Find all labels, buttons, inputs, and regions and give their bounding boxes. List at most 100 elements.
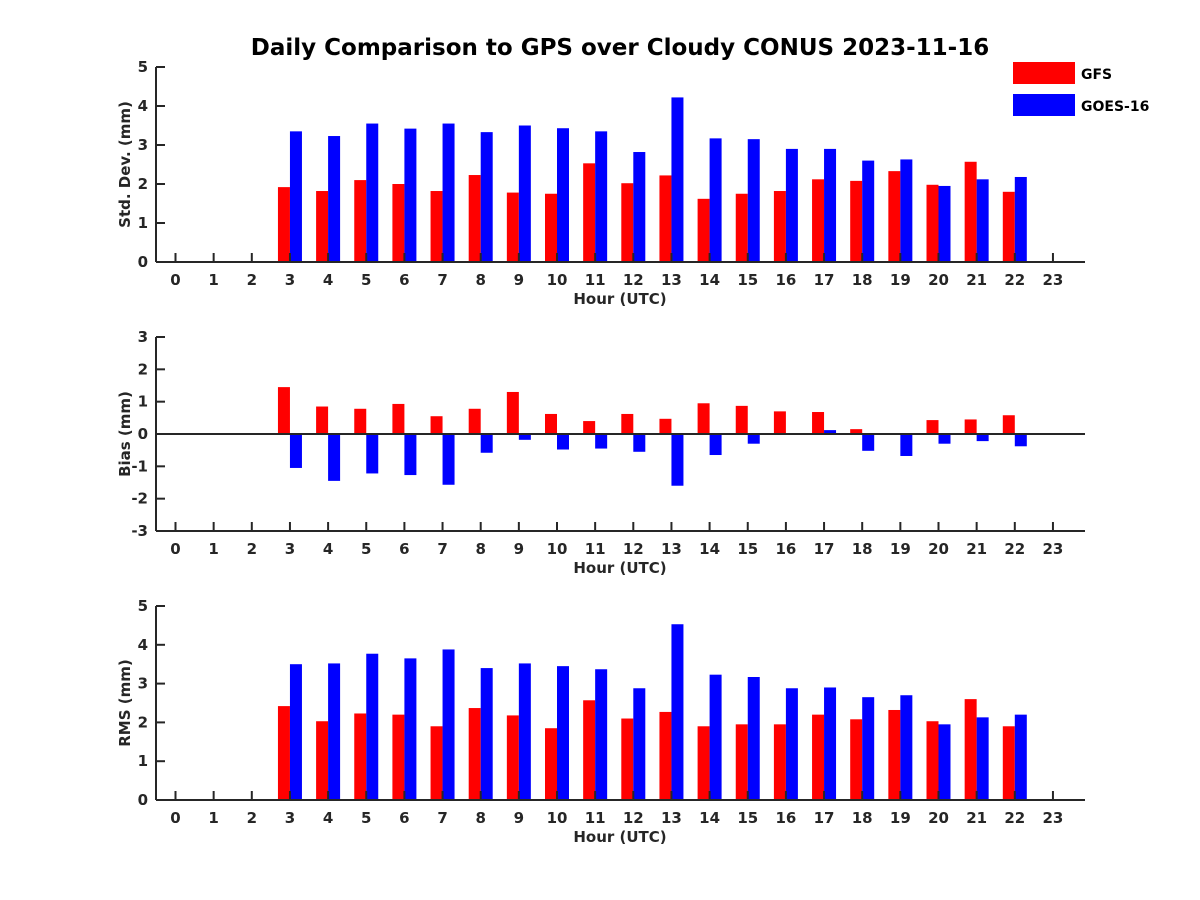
std-dev-bar-gfs-h3 <box>277 187 290 262</box>
legend-label-goes16: GOES-16 <box>1081 99 1149 115</box>
std-dev-xtick-label: 5 <box>361 271 371 289</box>
bias-bar-gfs-h5 <box>354 408 367 434</box>
rms-ylabel: RMS (mm) <box>116 659 134 746</box>
std-dev-bar-gfs-h16 <box>773 191 786 262</box>
bias-ytick-label: 0 <box>138 425 148 443</box>
rms-ytick-label: 0 <box>138 791 148 809</box>
bias-xtick-label: 12 <box>623 540 644 558</box>
rms-xtick-label: 2 <box>247 809 257 827</box>
bias-ylabel: Bias (mm) <box>116 391 134 477</box>
bias-xtick-label: 16 <box>775 540 796 558</box>
std-dev-xtick-label: 19 <box>890 271 911 289</box>
rms-xtick-label: 8 <box>475 809 485 827</box>
std-dev-bar-gfs-h6 <box>392 184 405 262</box>
bias-xtick-label: 22 <box>1004 540 1025 558</box>
std-dev-xlabel: Hour (UTC) <box>573 290 666 308</box>
rms-bar-gfs-h8 <box>468 708 481 800</box>
std-dev-ytick-label: 3 <box>138 136 148 154</box>
std-dev-xtick-label: 10 <box>547 271 568 289</box>
bias-xtick-label: 17 <box>814 540 835 558</box>
rms-ytick-label: 5 <box>138 597 148 615</box>
std-dev-bar-goes16-h11 <box>595 131 608 262</box>
rms-xtick-label: 13 <box>661 809 682 827</box>
bias-bar-gfs-h7 <box>430 416 443 434</box>
bias-xtick-label: 4 <box>323 540 333 558</box>
rms-ytick-label: 3 <box>138 675 148 693</box>
rms-xtick-label: 22 <box>1004 809 1025 827</box>
rms-bar-gfs-h18 <box>850 719 863 800</box>
bias-bar-goes16-h7 <box>442 434 455 485</box>
rms-ytick-label: 4 <box>138 636 148 654</box>
bias-bar-gfs-h18 <box>850 429 863 434</box>
std-dev-bar-goes16-h22 <box>1014 176 1027 262</box>
bias-xtick-label: 7 <box>437 540 447 558</box>
bias-xtick-label: 18 <box>852 540 873 558</box>
bias-bar-goes16-h18 <box>862 434 875 451</box>
std-dev-xtick-label: 20 <box>928 271 949 289</box>
std-dev-xtick-label: 21 <box>966 271 987 289</box>
std-dev-xtick-label: 3 <box>285 271 295 289</box>
std-dev-bar-gfs-h14 <box>697 198 710 262</box>
std-dev-bar-gfs-h19 <box>888 171 901 262</box>
bias-bar-goes16-h11 <box>595 434 608 449</box>
std-dev-ytick-label: 2 <box>138 175 148 193</box>
bias-bar-gfs-h17 <box>812 412 825 434</box>
bias-bar-gfs-h16 <box>773 411 786 434</box>
bias-bar-gfs-h10 <box>545 413 557 434</box>
std-dev-bar-gfs-h12 <box>621 183 634 262</box>
bias-ytick-label: -2 <box>131 490 148 508</box>
std-dev-xtick-label: 16 <box>775 271 796 289</box>
bias-bar-goes16-h5 <box>366 434 379 474</box>
std-dev-xtick-label: 15 <box>737 271 758 289</box>
rms-xtick-label: 16 <box>775 809 796 827</box>
rms-bar-goes16-h20 <box>938 724 951 800</box>
rms-bar-gfs-h6 <box>392 714 405 800</box>
bias-bar-gfs-h14 <box>697 403 710 434</box>
bias-ytick-label: 2 <box>138 360 148 378</box>
std-dev-xtick-label: 2 <box>247 271 257 289</box>
std-dev-xtick-label: 0 <box>170 271 180 289</box>
rms-bar-gfs-h7 <box>430 726 443 800</box>
std-dev-bar-goes16-h9 <box>518 125 531 262</box>
rms-bar-goes16-h14 <box>709 674 722 800</box>
rms-bar-gfs-h9 <box>506 715 519 800</box>
bias-bar-goes16-h22 <box>1014 434 1027 447</box>
bias-xtick-label: 3 <box>285 540 295 558</box>
bias-bar-goes16-h10 <box>557 434 569 450</box>
bias-bar-gfs-h21 <box>964 419 977 434</box>
std-dev-xtick-label: 23 <box>1043 271 1064 289</box>
bias-bar-goes16-h9 <box>518 434 531 440</box>
bias-ytick-label: -3 <box>131 522 148 540</box>
bias-xtick-label: 10 <box>547 540 568 558</box>
bias-bar-gfs-h12 <box>621 413 634 434</box>
rms-bar-goes16-h6 <box>404 658 417 800</box>
bias-bar-gfs-h9 <box>506 391 519 434</box>
rms-bar-gfs-h13 <box>659 711 672 800</box>
bias-ytick-label: 1 <box>138 393 148 411</box>
rms-bar-gfs-h15 <box>735 724 748 800</box>
rms-xtick-label: 20 <box>928 809 949 827</box>
bias-bar-goes16-h13 <box>671 434 684 486</box>
std-dev-bar-gfs-h10 <box>545 193 557 262</box>
rms-bar-gfs-h19 <box>888 709 901 800</box>
std-dev-xtick-label: 6 <box>399 271 409 289</box>
bias-bar-goes16-h20 <box>938 434 951 444</box>
rms-ytick-label: 1 <box>138 752 148 770</box>
std-dev-bar-goes16-h4 <box>328 136 341 262</box>
std-dev-xtick-label: 8 <box>475 271 485 289</box>
bias-bar-goes16-h8 <box>480 434 493 453</box>
rms-bar-goes16-h19 <box>900 695 913 800</box>
std-dev-xtick-label: 14 <box>699 271 720 289</box>
bias-xtick-label: 6 <box>399 540 409 558</box>
legend-swatch-goes16 <box>1013 94 1075 116</box>
rms-bar-goes16-h7 <box>442 649 455 800</box>
rms-xtick-label: 15 <box>737 809 758 827</box>
bias-xtick-label: 19 <box>890 540 911 558</box>
bias-bar-goes16-h12 <box>633 434 646 452</box>
bias-bar-gfs-h11 <box>583 421 596 434</box>
rms-bar-gfs-h3 <box>277 706 290 800</box>
bias-bar-goes16-h19 <box>900 434 913 456</box>
